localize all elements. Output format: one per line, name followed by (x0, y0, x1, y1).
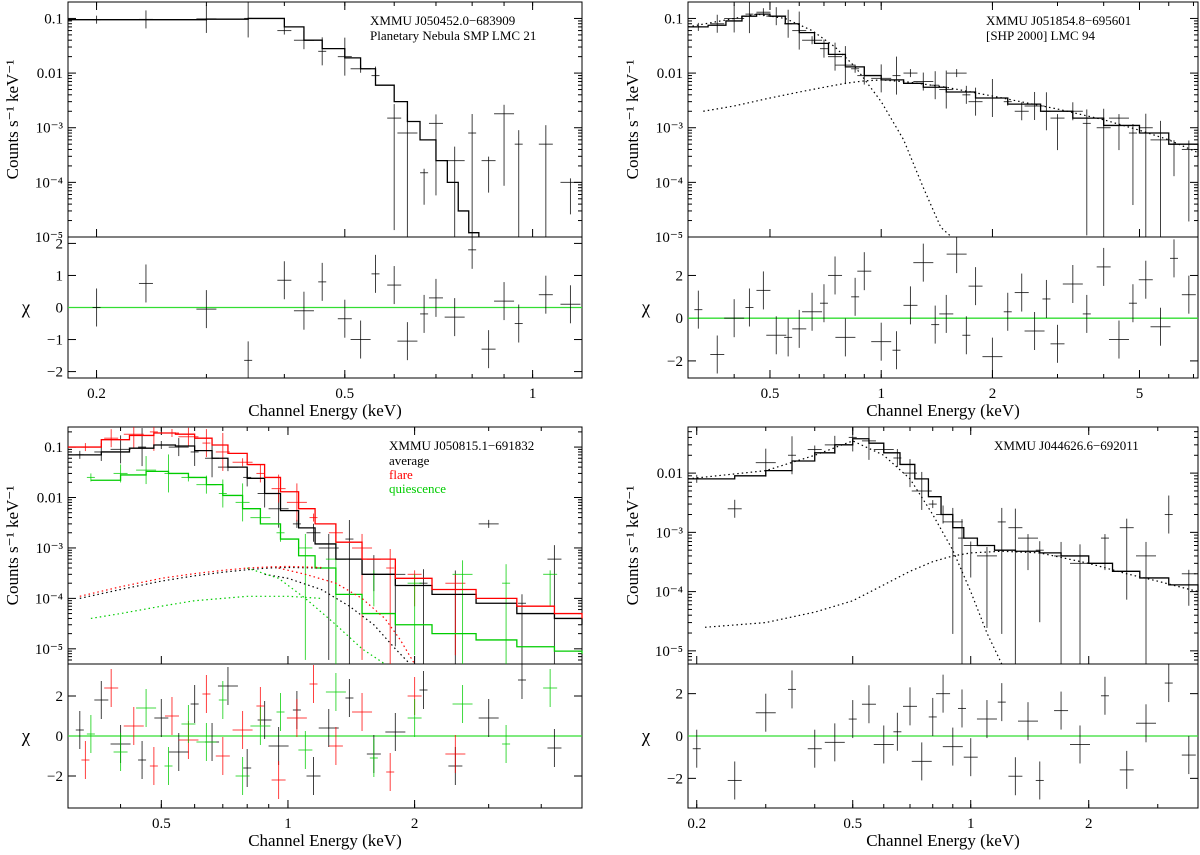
model-curve (79, 566, 322, 599)
plot-frame (67, 1, 583, 379)
legend-entry: flare (389, 467, 413, 482)
y-tick-label: 10⁻⁴ (655, 585, 683, 601)
model-curve (687, 440, 1003, 665)
y-tick-label: 10⁻⁵ (35, 642, 63, 658)
y-axis-label: Counts s⁻¹ keV⁻¹ (623, 486, 642, 606)
chart-panel-3: 0.5 1 2 0.1 0.01 10⁻³ 10⁻⁴ 10⁻⁵ 2 0 −2 Channel Ener… (3, 426, 583, 850)
x-axis-label: Channel Energy (keV) (866, 401, 1020, 420)
y-tick-label: 0.01 (37, 491, 63, 507)
chart-panel-1: 0.2 0.5 1 0.1 0.01 10⁻³ 10⁻⁴ 10⁻⁵2 1 0 −1 −2 Channel… (3, 1, 583, 420)
x-tick-label: 1 (877, 386, 885, 402)
y-tick-label: 10⁻⁵ (655, 644, 683, 660)
source-identification: [SHP 2000] LMC 94 (986, 28, 1095, 43)
x-axis-label: Channel Energy (keV) (248, 401, 402, 420)
source-name: XMMU J044626.6−692011 (994, 438, 1139, 453)
plot-frame (67, 426, 583, 809)
resid-y-tick-label: 0 (56, 729, 64, 745)
plot-frame (687, 426, 1199, 809)
x-tick-label: 0.2 (687, 816, 706, 832)
y-tick-label: 10⁻³ (656, 121, 684, 137)
resid-y-tick-label: 0 (676, 311, 684, 327)
model-curve (247, 567, 386, 665)
y-tick-label: 10⁻⁵ (655, 230, 683, 246)
x-tick-label: 1 (284, 816, 292, 832)
resid-axis-label: χ (641, 298, 651, 319)
x-tick-label: 1 (529, 386, 537, 402)
legend-entry: quiescence (389, 481, 446, 496)
x-tick-label: 0.5 (843, 816, 862, 832)
source-name: XMMU J050452.0−683909 (370, 13, 515, 28)
resid-y-tick-label: −2 (47, 365, 63, 381)
chart-panel-4: 0.2 0.5 1 2 0.01 10⁻³ 10⁻⁴ 10⁻⁵ 2 0 −2 Channel Ener… (623, 426, 1199, 850)
resid-y-tick-label: −2 (667, 354, 683, 370)
y-tick-label: 0.1 (664, 11, 683, 27)
model-curve (688, 438, 1199, 592)
resid-y-tick-label: 2 (56, 236, 64, 252)
x-tick-label: 1 (967, 816, 975, 832)
y-tick-label: 10⁻³ (36, 541, 64, 557)
source-name: XMMU J050815.1−691832 (389, 438, 534, 453)
model-curve (278, 567, 416, 665)
y-tick-label: 10⁻³ (36, 121, 64, 137)
x-tick-label: 5 (1136, 386, 1144, 402)
resid-y-tick-label: 0 (56, 301, 64, 317)
model-curve (688, 13, 1199, 157)
y-tick-label: 10⁻⁵ (35, 230, 63, 246)
resid-axis-label: χ (641, 726, 651, 747)
x-tick-label: 2 (989, 386, 997, 402)
model-curve (703, 79, 1199, 154)
x-axis-label: Channel Energy (keV) (866, 831, 1020, 850)
chart-panel-2: 0.5 1 2 5 0.1 0.01 10⁻³ 10⁻⁴ 10⁻⁵ 2 0 −2 Channel Ene… (623, 1, 1199, 420)
x-tick-label: 0.5 (152, 816, 171, 832)
resid-axis-label: χ (21, 726, 31, 747)
y-tick-label: 10⁻⁴ (35, 175, 63, 191)
x-tick-label: 2 (1085, 816, 1093, 832)
model-curve (687, 13, 952, 238)
legend-entry: average (389, 453, 430, 468)
y-axis-label: Counts s⁻¹ keV⁻¹ (3, 486, 22, 606)
model-curve (90, 470, 583, 654)
resid-axis-label: χ (21, 298, 31, 319)
y-tick-label: 0.01 (37, 66, 63, 82)
resid-y-tick-label: 2 (676, 687, 684, 703)
x-tick-label: 0.2 (87, 386, 106, 402)
y-axis-label: Counts s⁻¹ keV⁻¹ (623, 60, 642, 180)
resid-y-tick-label: −1 (47, 333, 63, 349)
model-curve (264, 573, 411, 665)
x-tick-label: 2 (411, 816, 419, 832)
plot-frame (687, 1, 1199, 379)
source-name: XMMU J051854.8−695601 (986, 13, 1131, 28)
resid-y-tick-label: 1 (56, 268, 64, 284)
resid-y-tick-label: 2 (676, 268, 684, 284)
model-curve (704, 550, 1199, 628)
x-axis-label: Channel Energy (keV) (248, 831, 402, 850)
y-tick-label: 10⁻³ (656, 525, 684, 541)
y-tick-label: 0.01 (657, 466, 683, 482)
resid-y-tick-label: −2 (667, 771, 683, 787)
model-curve (68, 17, 480, 237)
y-tick-label: 10⁻⁴ (655, 175, 683, 191)
y-axis-label: Counts s⁻¹ keV⁻¹ (3, 60, 22, 180)
resid-y-tick-label: 2 (56, 689, 64, 705)
x-tick-label: 0.5 (761, 386, 780, 402)
y-tick-label: 10⁻⁴ (35, 591, 63, 607)
source-identification: Planetary Nebula SMP LMC 21 (370, 28, 536, 43)
y-tick-label: 0.1 (44, 11, 63, 27)
y-tick-label: 0.01 (657, 66, 683, 82)
model-curve (79, 565, 322, 597)
resid-y-tick-label: −2 (47, 769, 63, 785)
model-curve (90, 595, 322, 620)
resid-y-tick-label: 0 (676, 729, 684, 745)
y-tick-label: 0.1 (44, 440, 63, 456)
x-tick-label: 0.5 (335, 386, 354, 402)
model-curve (68, 432, 583, 619)
